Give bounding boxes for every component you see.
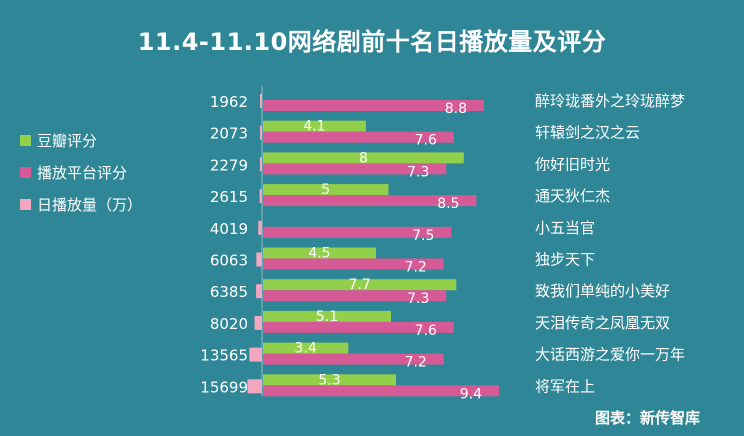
category-label: 通天狄仁杰 bbox=[535, 187, 610, 205]
platform-score-bar bbox=[263, 353, 444, 365]
douban-score-label: 7.7 bbox=[349, 277, 371, 293]
douban-score-label: 3.4 bbox=[295, 341, 317, 357]
legend-label-douban: 豆瓣评分 bbox=[37, 131, 98, 150]
daily-plays-label: 6385 bbox=[210, 283, 248, 301]
douban-score-bar bbox=[263, 152, 464, 164]
platform-score-label: 7.6 bbox=[415, 323, 437, 339]
douban-score-bar bbox=[263, 310, 392, 322]
legend: 豆瓣评分 播放平台评分 日播放量（万） bbox=[20, 124, 142, 220]
category-label: 轩辕剑之汉之云 bbox=[535, 124, 640, 142]
daily-plays-label: 2073 bbox=[210, 125, 248, 143]
category-label: 致我们单纯的小美好 bbox=[535, 282, 670, 300]
douban-score-label: 8 bbox=[359, 150, 368, 166]
daily-plays-label: 6063 bbox=[210, 252, 248, 270]
daily-plays-bar bbox=[260, 125, 262, 140]
legend-swatch-douban bbox=[20, 134, 31, 146]
platform-score-label: 7.6 bbox=[415, 133, 437, 149]
daily-plays-bar bbox=[260, 94, 262, 108]
legend-swatch-platform bbox=[20, 166, 31, 178]
legend-label-daily-plays: 日播放量（万） bbox=[37, 195, 143, 214]
daily-plays-label: 15699 bbox=[200, 378, 248, 396]
category-label: 小五当官 bbox=[535, 219, 595, 237]
douban-score-label: 4.5 bbox=[308, 246, 330, 262]
platform-score-label: 9.4 bbox=[460, 386, 482, 402]
daily-plays-label: 13565 bbox=[200, 347, 248, 365]
category-label: 将军在上 bbox=[535, 377, 595, 395]
douban-score-label: 5.3 bbox=[318, 372, 340, 388]
platform-score-label: 7.5 bbox=[412, 228, 434, 244]
category-label: 醉玲珑番外之玲珑醉梦 bbox=[535, 92, 685, 110]
platform-score-label: 7.2 bbox=[405, 260, 427, 276]
daily-plays-label: 2615 bbox=[210, 188, 248, 206]
platform-score-label: 7.2 bbox=[405, 355, 427, 371]
platform-score-label: 7.3 bbox=[407, 164, 429, 180]
platform-score-label: 8.5 bbox=[437, 196, 459, 212]
douban-score-label: 5 bbox=[321, 182, 330, 198]
platform-score-bar bbox=[263, 131, 454, 143]
platform-score-label: 8.8 bbox=[445, 101, 467, 117]
daily-plays-bar bbox=[259, 157, 262, 172]
daily-plays-bar bbox=[247, 379, 262, 394]
daily-plays-bar bbox=[254, 315, 262, 330]
legend-item-platform: 播放平台评分 bbox=[20, 156, 142, 188]
douban-score-label: 4.1 bbox=[303, 119, 325, 135]
douban-score-bar bbox=[263, 120, 366, 132]
douban-score-bar bbox=[263, 342, 349, 354]
daily-plays-label: 4019 bbox=[210, 220, 248, 238]
platform-score-bar bbox=[263, 385, 499, 397]
category-label: 天泪传奇之凤凰无双 bbox=[535, 314, 670, 332]
douban-score-bar bbox=[263, 184, 389, 196]
category-label: 你好旧时光 bbox=[535, 155, 610, 173]
platform-score-bar bbox=[263, 195, 477, 207]
platform-score-bar bbox=[263, 163, 447, 175]
daily-plays-bar bbox=[259, 189, 262, 204]
source-credit: 图表：新传智库 bbox=[594, 409, 700, 427]
daily-plays-bar bbox=[256, 284, 262, 299]
legend-label-platform: 播放平台评分 bbox=[37, 163, 128, 182]
platform-score-bar bbox=[263, 321, 454, 333]
douban-score-label: 5.1 bbox=[316, 309, 338, 325]
legend-item-douban: 豆瓣评分 bbox=[20, 124, 142, 156]
category-label: 大话西游之爱你一万年 bbox=[535, 346, 685, 364]
platform-score-bar bbox=[263, 226, 452, 238]
platform-score-label: 7.3 bbox=[407, 291, 429, 307]
page-title: 11.4-11.10网络剧前十名日播放量及评分 bbox=[137, 28, 607, 56]
legend-item-daily-plays: 日播放量（万） bbox=[20, 188, 142, 220]
daily-plays-bar bbox=[249, 347, 262, 362]
douban-score-bar bbox=[263, 247, 376, 259]
platform-score-bar bbox=[263, 258, 444, 270]
platform-score-bar bbox=[263, 100, 484, 111]
douban-score-bar bbox=[263, 279, 457, 291]
daily-plays-label: 8020 bbox=[210, 315, 248, 333]
category-label: 独步天下 bbox=[535, 251, 595, 269]
legend-swatch-daily-plays bbox=[20, 198, 31, 210]
daily-plays-bar bbox=[256, 252, 262, 267]
daily-plays-label: 1962 bbox=[210, 93, 248, 111]
douban-score-bar bbox=[263, 374, 397, 386]
daily-plays-bar bbox=[258, 220, 262, 235]
daily-plays-label: 2279 bbox=[210, 156, 248, 174]
platform-score-bar bbox=[263, 290, 447, 302]
